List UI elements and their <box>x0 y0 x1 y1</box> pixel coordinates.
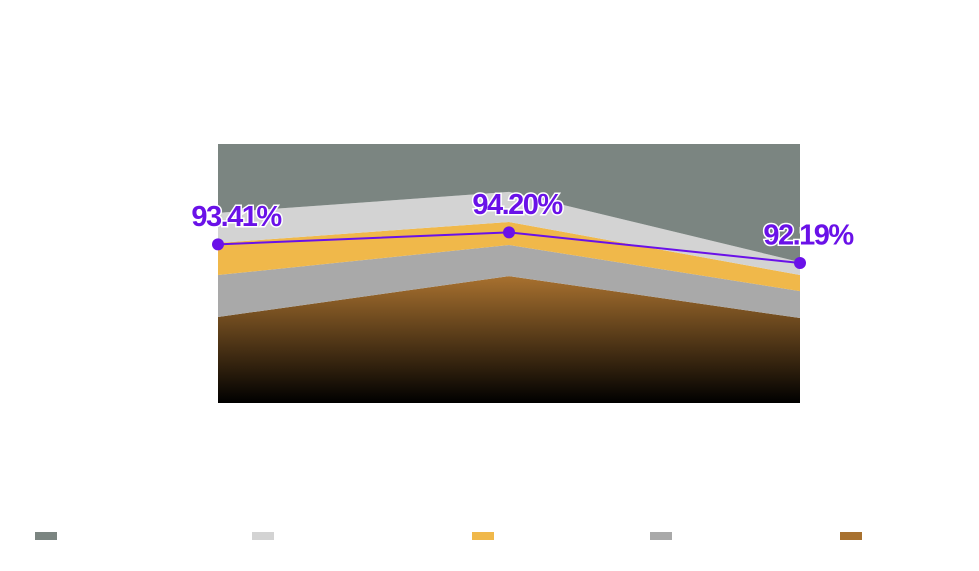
line-point <box>794 256 806 269</box>
legend-swatch <box>650 532 672 540</box>
area <box>218 191 800 276</box>
area <box>218 276 800 403</box>
line-point <box>503 226 515 239</box>
legend-swatch <box>840 532 862 540</box>
area <box>218 245 800 319</box>
legend-swatch <box>252 532 274 540</box>
data-label: 94.20% <box>472 189 563 221</box>
data-label: 92.19% <box>763 220 854 252</box>
legend-swatch <box>35 532 57 540</box>
data-label: 93.41% <box>191 201 282 233</box>
legend-swatch <box>472 532 494 540</box>
line-point <box>212 238 224 251</box>
area <box>218 144 800 263</box>
